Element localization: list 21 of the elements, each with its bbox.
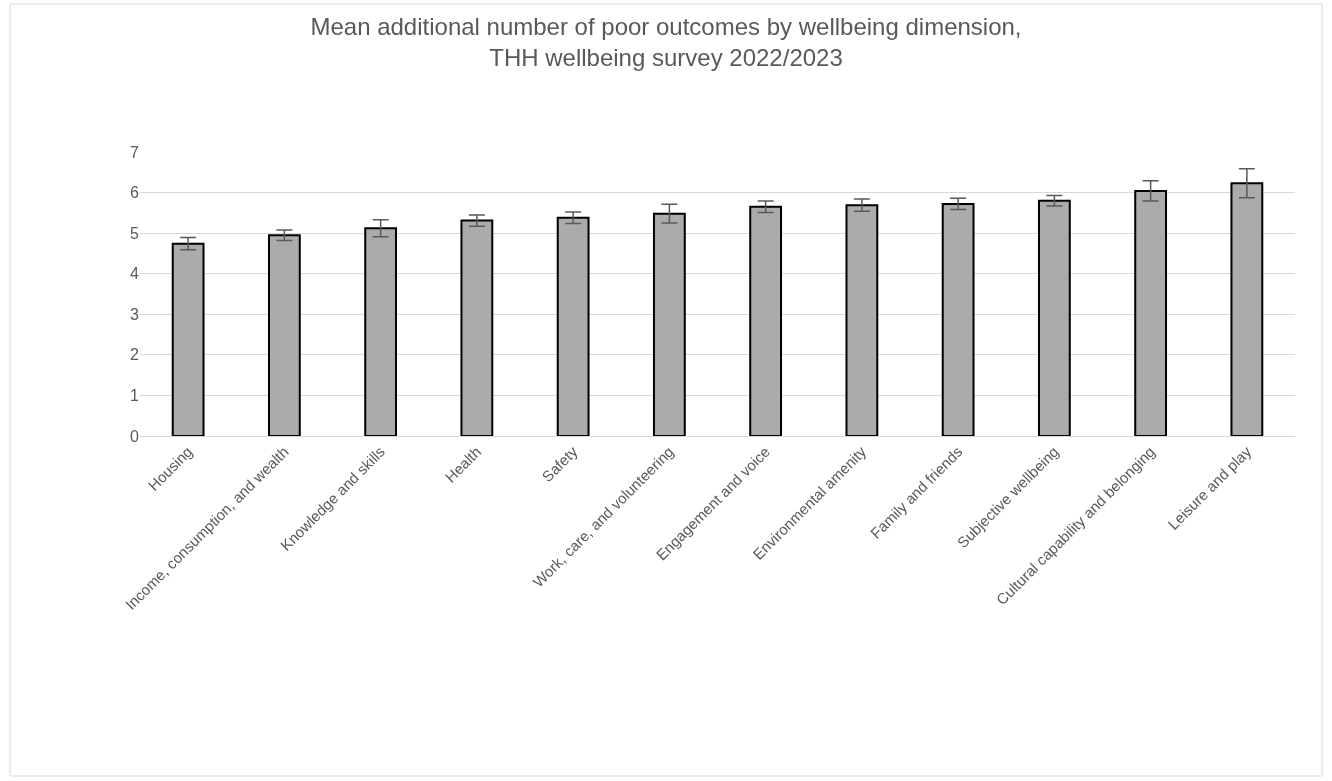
bar <box>267 234 301 436</box>
y-tick-label: 6 <box>130 184 140 202</box>
bar <box>460 219 494 436</box>
bar <box>652 212 686 436</box>
y-tick-label: 1 <box>130 387 140 405</box>
bar <box>364 227 398 436</box>
y-tick-label: 7 <box>130 143 140 161</box>
y-tick-label: 5 <box>130 224 140 242</box>
y-tick-label: 4 <box>130 265 140 283</box>
bar <box>1037 199 1071 436</box>
chart-title: Mean additional number of poor outcomes by wellbeing dimension, THH wellbeing survey 2022/2023 <box>310 13 1022 72</box>
bar <box>941 202 975 436</box>
bar <box>171 242 205 436</box>
bar <box>1134 189 1168 436</box>
bar <box>749 205 783 436</box>
y-tick-label: 2 <box>130 346 140 364</box>
bar <box>556 216 590 436</box>
bar <box>1230 182 1264 436</box>
bar <box>845 204 879 436</box>
y-tick-label: 0 <box>130 427 140 445</box>
y-tick-label: 3 <box>130 305 140 323</box>
